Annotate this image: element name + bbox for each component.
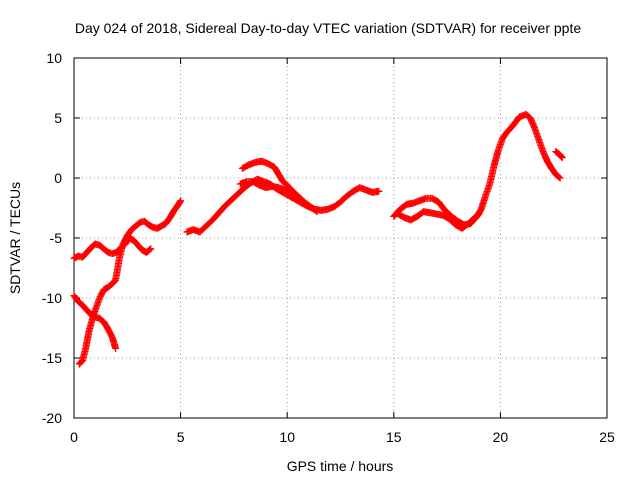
data-point	[475, 210, 483, 218]
data-point	[556, 174, 564, 182]
x-tick-label: 0	[70, 429, 78, 445]
y-tick-label: 5	[54, 110, 62, 126]
data-series	[394, 208, 483, 232]
y-tick-label: -5	[50, 230, 63, 246]
y-tick-label: -10	[42, 290, 62, 306]
data-point	[557, 153, 565, 161]
data-point	[147, 245, 155, 253]
data-series	[390, 110, 564, 229]
y-tick-label: 10	[46, 50, 62, 66]
data-point	[555, 173, 563, 181]
grid	[74, 58, 607, 418]
data-series	[70, 292, 120, 352]
data-series	[70, 234, 155, 262]
data-point	[176, 198, 184, 206]
y-ticks: -20 -15 -10 -5 0 5 10	[42, 50, 607, 426]
y-tick-label: -15	[42, 350, 62, 366]
plot-points	[70, 110, 566, 368]
y-axis-label: SDTVAR / TECUs	[7, 182, 23, 294]
x-tick-label: 20	[493, 429, 509, 445]
x-ticks: 0 5 10 15 20 25	[70, 58, 615, 445]
data-point	[286, 189, 294, 197]
data-point	[312, 207, 320, 215]
data-point	[375, 187, 383, 195]
data-point	[146, 246, 154, 254]
chart-title: Day 024 of 2018, Sidereal Day-to-day VTE…	[75, 20, 582, 36]
x-tick-label: 15	[386, 429, 402, 445]
x-tick-label: 5	[177, 429, 185, 445]
y-tick-label: 0	[54, 170, 62, 186]
data-point	[177, 197, 185, 205]
y-tick-label: -20	[42, 410, 62, 426]
x-tick-label: 25	[599, 429, 615, 445]
data-point	[313, 208, 321, 216]
data-point	[558, 154, 566, 162]
data-point	[112, 344, 120, 352]
data-series	[236, 178, 295, 198]
data-point	[474, 211, 482, 219]
x-tick-label: 10	[279, 429, 295, 445]
data-series	[75, 197, 185, 368]
data-series	[552, 148, 566, 162]
x-axis-label: GPS time / hours	[287, 458, 394, 474]
data-point	[287, 190, 295, 198]
